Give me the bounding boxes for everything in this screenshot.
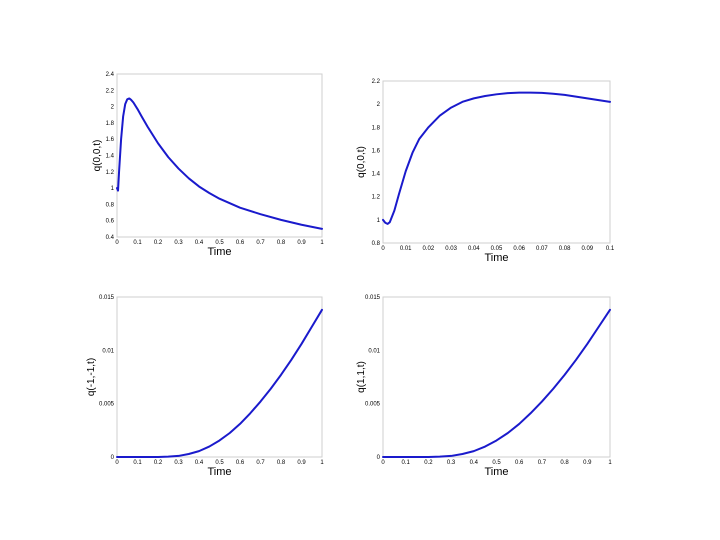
y-tick-label: 1.8	[372, 125, 381, 131]
series-line-1	[382, 91, 611, 225]
x-tick-label: 0.07	[536, 246, 548, 252]
y-tick-label: 0.015	[99, 295, 115, 301]
x-tick-label: 1	[320, 240, 324, 246]
x-tick-label: 0.2	[154, 240, 163, 246]
x-axis-label: Time	[484, 252, 508, 264]
y-tick-label: 1.4	[106, 154, 115, 160]
x-tick-label: 0.4	[470, 460, 479, 466]
y-tick-label: 0	[111, 455, 115, 461]
y-tick-label: 0.8	[372, 241, 381, 247]
y-tick-label: 1	[377, 218, 381, 224]
chart-panel-2: 0 0.01 0.02 0.03 0.04 0.05 0.06 0.07 0.08 0.09 0.1…	[356, 79, 615, 264]
axes-box	[382, 80, 611, 244]
x-tick-label: 0.02	[423, 246, 435, 252]
x-tick-label: 0.7	[256, 460, 265, 466]
x-tick-label: 0.1	[133, 460, 142, 466]
y-tick-label: 2.4	[106, 72, 115, 78]
y-tick-label: 0.6	[106, 219, 115, 225]
x-tick-label: 0.6	[236, 460, 245, 466]
y-tick-label: 2	[111, 105, 115, 111]
y-tick-label: 1	[111, 186, 115, 192]
y-tick-label: 1.6	[372, 148, 381, 154]
y-tick-label: 2.2	[372, 79, 381, 85]
series-line-1	[382, 308, 611, 458]
y-axis-label: q(0,0,t)	[356, 146, 367, 178]
x-tick-label: 0.9	[583, 460, 592, 466]
x-tick-label: 0.7	[538, 460, 547, 466]
y-tick-label: 0	[377, 455, 381, 461]
axes-box	[116, 296, 323, 458]
y-axis-label: q(0,0,t)	[92, 140, 103, 172]
x-tick-label: 0.7	[256, 240, 265, 246]
y-tick-label: 0.01	[102, 348, 114, 354]
x-axis-label: Time	[207, 466, 231, 478]
x-tick-label: 0	[115, 240, 119, 246]
series-line-1	[116, 308, 323, 458]
y-tick-label: 2.2	[106, 88, 115, 94]
y-tick-label: 0.4	[106, 235, 115, 241]
x-tick-label: 0.9	[297, 240, 306, 246]
x-tick-label: 0.06	[513, 246, 525, 252]
axes-box	[382, 296, 611, 458]
y-tick-label: 1.4	[372, 172, 381, 178]
y-tick-label: 1.2	[106, 170, 115, 176]
y-tick-label: 0.005	[99, 402, 115, 408]
x-tick-label: 0.1	[606, 246, 615, 252]
x-tick-label: 0.01	[400, 246, 412, 252]
x-tick-label: 0.2	[424, 460, 433, 466]
y-axis-label: q(-1,-1,t)	[86, 358, 97, 396]
x-tick-label: 0.4	[195, 240, 204, 246]
x-tick-label: 0.1	[133, 240, 142, 246]
x-tick-label: 0.03	[445, 246, 457, 252]
x-tick-label: 0.4	[195, 460, 204, 466]
x-tick-label: 0.5	[215, 240, 224, 246]
axes-box	[116, 73, 323, 238]
y-axis-label: q(1,1,t)	[356, 361, 367, 393]
x-tick-label: 0.2	[154, 460, 163, 466]
y-tick-label: 0.005	[365, 402, 381, 408]
x-tick-label: 0.6	[236, 240, 245, 246]
x-tick-label: 0.8	[277, 460, 286, 466]
x-tick-label: 0.09	[581, 246, 593, 252]
x-tick-label: 0	[381, 460, 385, 466]
y-tick-label: 0.015	[365, 295, 381, 301]
x-tick-label: 0.8	[277, 240, 286, 246]
x-tick-label: 0.5	[492, 460, 501, 466]
x-axis-label: Time	[484, 466, 508, 478]
x-tick-label: 0.5	[215, 460, 224, 466]
y-tick-label: 1.8	[106, 121, 115, 127]
chart-panel-4: 0 0.1 0.2 0.3 0.4 0.5 0.6 0.7 0.8 0.9 1 0 0.005 0.01 0…	[356, 295, 612, 478]
x-tick-label: 0.05	[491, 246, 503, 252]
chart-panel-3: 0 0.1 0.2 0.3 0.4 0.5 0.6 0.7 0.8 0.9 1 0 0.005 0.01 0…	[86, 295, 324, 478]
y-tick-label: 1.6	[106, 137, 115, 143]
x-tick-label: 0.08	[559, 246, 571, 252]
chart-panel-1: 0 0.1 0.2 0.3 0.4 0.5 0.6 0.7 0.8 0.9 1 0.4 0.6 0.8 1 1…	[92, 72, 324, 258]
x-tick-label: 1	[608, 460, 612, 466]
x-axis-label: Time	[207, 246, 231, 258]
x-tick-label: 0.3	[174, 240, 183, 246]
x-tick-label: 0	[115, 460, 119, 466]
y-tick-label: 0.01	[368, 348, 380, 354]
x-tick-label: 0.9	[297, 460, 306, 466]
x-tick-label: 0.3	[447, 460, 456, 466]
x-tick-label: 1	[320, 460, 324, 466]
x-tick-label: 0.6	[515, 460, 524, 466]
y-tick-label: 1.2	[372, 195, 381, 201]
y-tick-label: 2	[377, 102, 381, 108]
x-tick-label: 0.8	[560, 460, 569, 466]
x-tick-label: 0	[381, 246, 385, 252]
x-tick-label: 0.3	[174, 460, 183, 466]
y-tick-label: 0.8	[106, 202, 115, 208]
series-line-1	[116, 97, 323, 230]
x-tick-label: 0.04	[468, 246, 480, 252]
x-tick-label: 0.1	[402, 460, 411, 466]
